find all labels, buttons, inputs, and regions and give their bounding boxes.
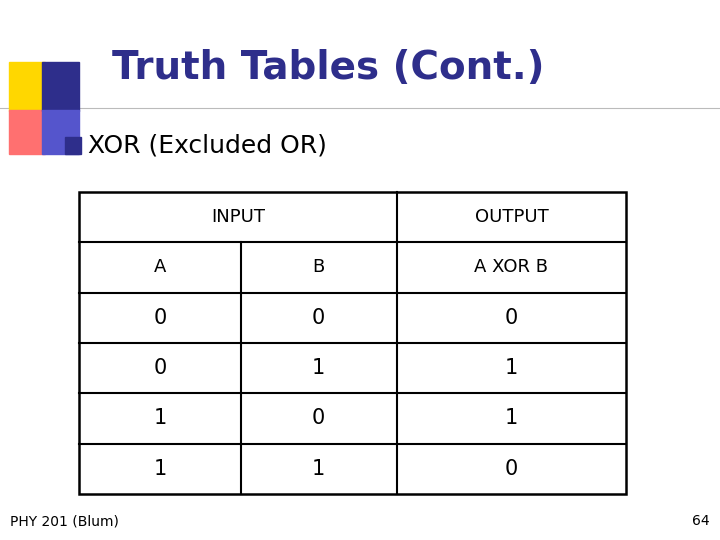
Text: 0: 0: [312, 408, 325, 429]
Text: 1: 1: [153, 459, 166, 479]
Text: 1: 1: [153, 408, 166, 429]
Text: XOR (Excluded OR): XOR (Excluded OR): [88, 133, 327, 157]
Bar: [65, 137, 81, 154]
Text: Truth Tables (Cont.): Truth Tables (Cont.): [112, 49, 544, 86]
Text: 1: 1: [505, 358, 518, 378]
Text: A XOR B: A XOR B: [474, 258, 549, 276]
Text: 0: 0: [312, 308, 325, 328]
Bar: [42, 62, 79, 111]
Bar: [79, 192, 626, 494]
Text: 64: 64: [693, 514, 710, 528]
Bar: [9, 62, 45, 111]
Text: PHY 201 (Blum): PHY 201 (Blum): [10, 514, 119, 528]
Text: A: A: [154, 258, 166, 276]
Text: OUTPUT: OUTPUT: [474, 208, 549, 226]
Bar: [42, 110, 79, 154]
Bar: [9, 110, 45, 154]
Text: B: B: [312, 258, 325, 276]
Text: 1: 1: [312, 459, 325, 479]
Text: 0: 0: [153, 308, 166, 328]
Text: INPUT: INPUT: [211, 208, 265, 226]
Text: 1: 1: [312, 358, 325, 378]
Text: 1: 1: [505, 408, 518, 429]
Text: 0: 0: [153, 358, 166, 378]
Text: 0: 0: [505, 308, 518, 328]
Text: 0: 0: [505, 459, 518, 479]
